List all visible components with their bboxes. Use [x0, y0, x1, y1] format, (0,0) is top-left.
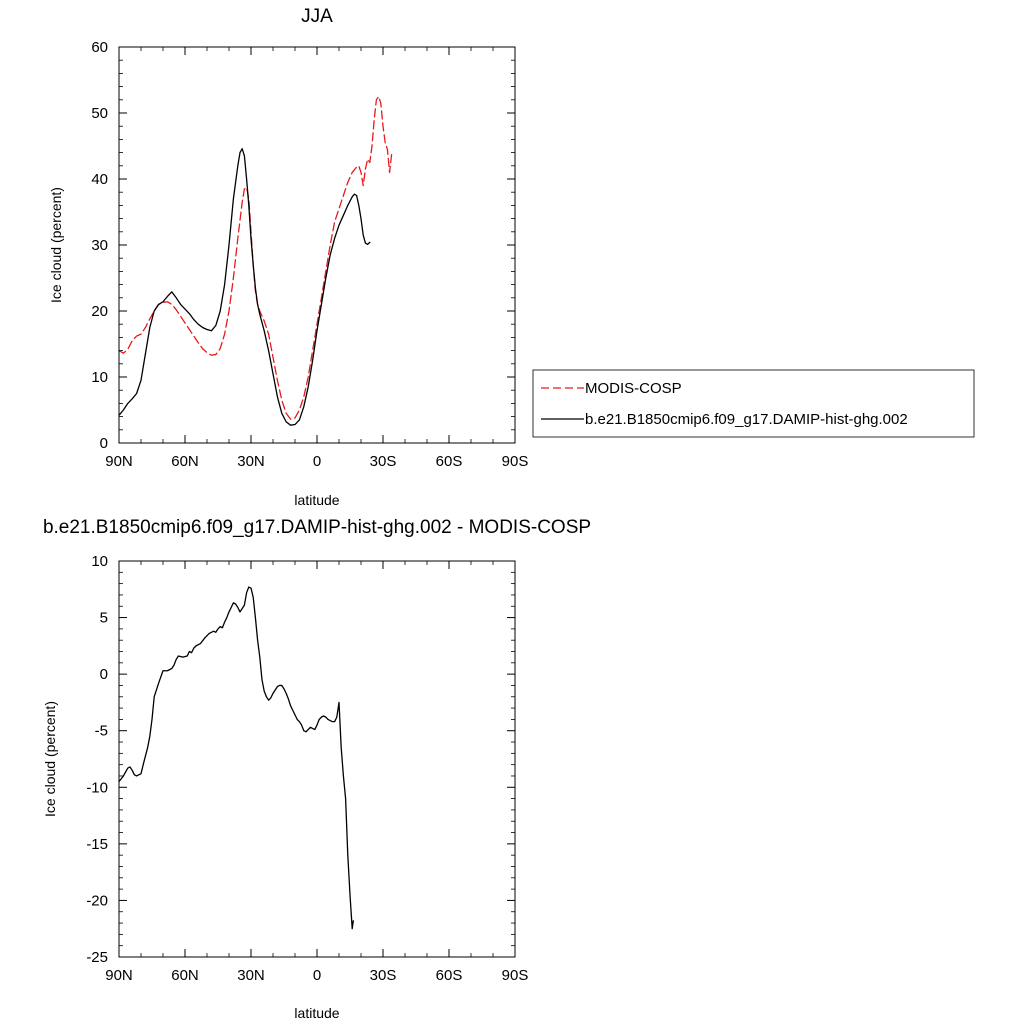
plot-frame [118, 560, 516, 958]
x-tick-label: 90N [105, 967, 133, 984]
x-tick-label: 30S [370, 967, 397, 984]
y-tick-label: -15 [86, 836, 108, 853]
x-axis-label: latitude [294, 1005, 339, 1021]
chart-title: JJA [301, 6, 333, 27]
y-axis-label: Ice cloud (percent) [42, 701, 58, 817]
x-tick-label: 30N [237, 967, 265, 984]
y-tick-label: 20 [91, 303, 108, 320]
x-tick-label: 90S [502, 967, 529, 984]
x-tick-label: 30N [237, 453, 265, 470]
x-axis-label: latitude [294, 492, 339, 508]
y-tick-label: -20 [86, 892, 108, 909]
legend-box [532, 369, 975, 438]
legend-entry-modis-cosp: MODIS-COSP [585, 380, 682, 397]
bottom-panel: b.e21.B1850cmip6.f09_g17.DAMIP-hist-ghg.… [42, 517, 591, 1021]
y-tick-label: -10 [86, 779, 108, 796]
x-tick-label: 60S [436, 453, 463, 470]
y-tick-label: 40 [91, 171, 108, 188]
x-tick-label: 60S [436, 967, 463, 984]
y-tick-label: -5 [95, 723, 108, 740]
series-line-b-e21-b1850cmip6-f09-g17-damip-hist-ghg-002 [118, 147, 371, 426]
y-tick-label: 10 [91, 553, 108, 570]
top-panel: JJA 90N 60N 30N 0 30S 60S 90S 0 10 20 30 40 50 60 Ice… [48, 6, 975, 508]
legend-entry-model: b.e21.B1850cmip6.f09_g17.DAMIP-hist-ghg.… [585, 411, 908, 428]
legend: MODIS-COSP b.e21.B1850cmip6.f09_g17.DAMI… [532, 369, 975, 438]
series-line-difference [118, 586, 354, 930]
x-tick-label: 0 [313, 967, 321, 984]
y-tick-label: 10 [91, 369, 108, 386]
chart-title: b.e21.B1850cmip6.f09_g17.DAMIP-hist-ghg.… [43, 517, 591, 538]
x-tick-label: 0 [313, 453, 321, 470]
x-tick-label: 90N [105, 453, 133, 470]
y-tick-label: 30 [91, 237, 108, 254]
plot-frame [118, 46, 516, 444]
y-tick-label: 0 [100, 435, 108, 452]
x-tick-label: 60N [171, 967, 199, 984]
y-axis-label: Ice cloud (percent) [48, 187, 64, 303]
y-tick-label: 60 [91, 39, 108, 56]
y-tick-label: 5 [100, 610, 108, 627]
x-tick-label: 60N [171, 453, 199, 470]
y-tick-label: 0 [100, 666, 108, 683]
series-line-modis-cosp [118, 95, 393, 420]
y-tick-label: 50 [91, 105, 108, 122]
x-tick-label: 90S [502, 453, 529, 470]
y-tick-label: -25 [86, 949, 108, 966]
x-tick-label: 30S [370, 453, 397, 470]
